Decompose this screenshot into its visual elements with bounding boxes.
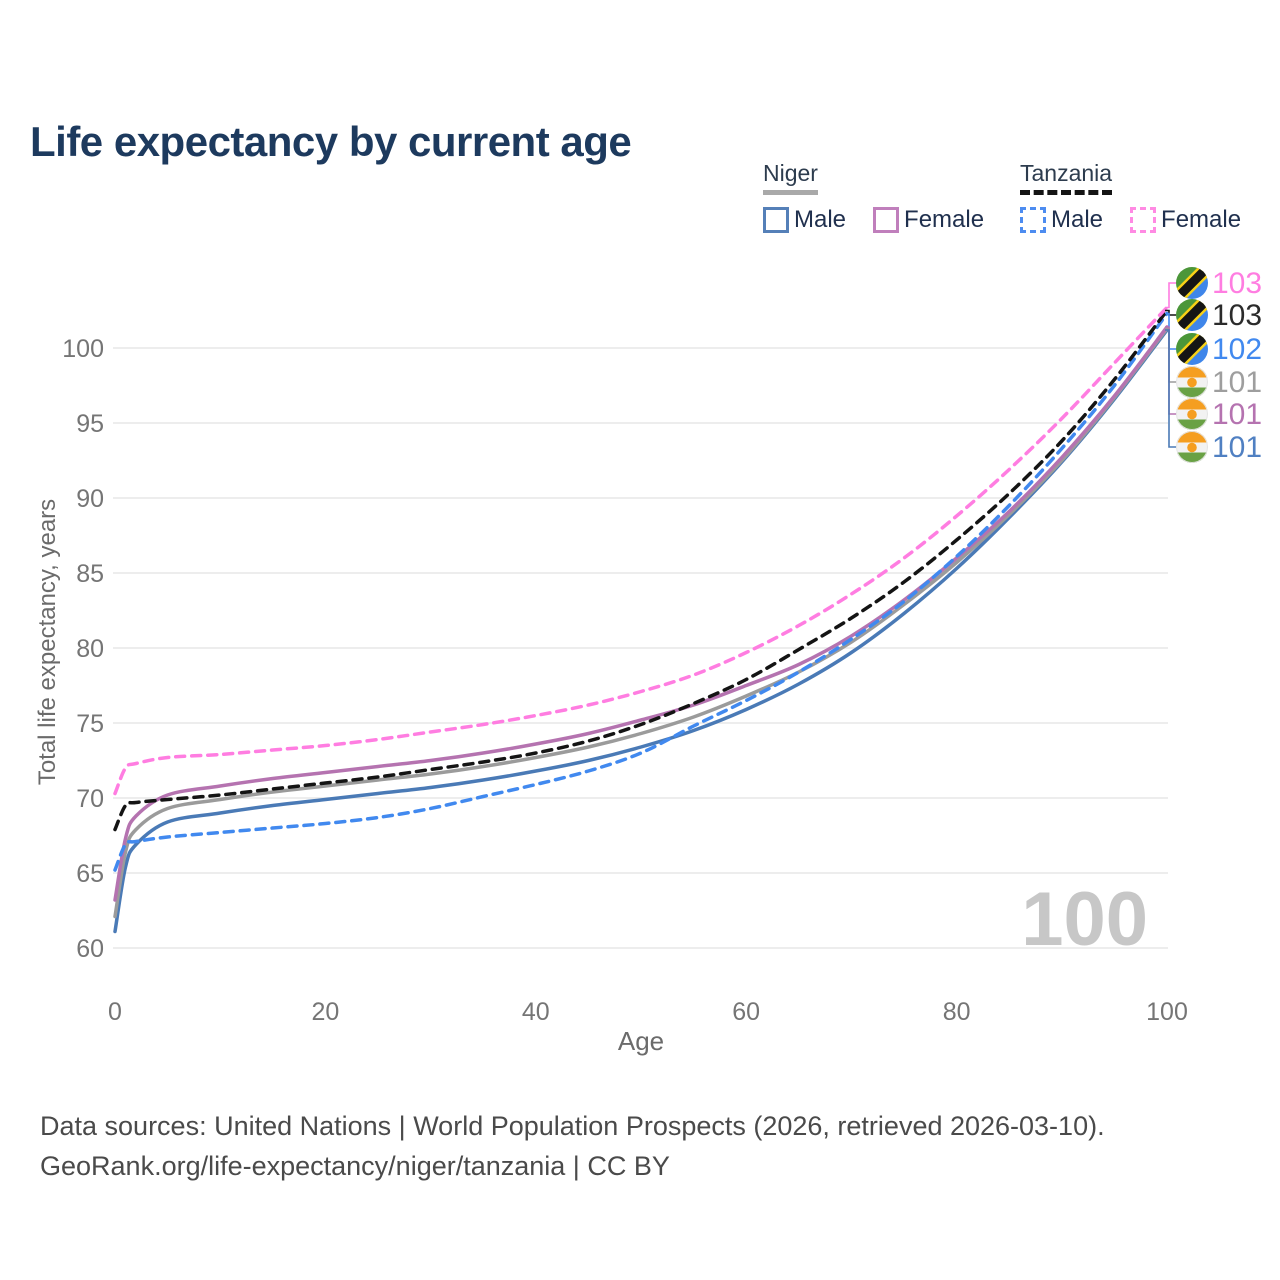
legend-label-niger-female: Female (904, 206, 985, 233)
y-axis-title: Total life expectancy, years (34, 498, 61, 786)
tanzania-flag-icon (1176, 333, 1208, 365)
niger-male-swatch-icon (763, 207, 789, 233)
y-tick-label: 85 (76, 560, 104, 588)
niger-flag-icon (1176, 398, 1208, 430)
end-value-label: 102 (1212, 333, 1262, 366)
niger-flag-icon (1176, 431, 1208, 463)
end-label-connector (1165, 326, 1176, 415)
y-tick-label: 80 (76, 635, 104, 663)
series-line-niger-male (113, 328, 1169, 934)
x-tick-label: 100 (1146, 998, 1188, 1026)
y-tick-label: 60 (76, 935, 104, 963)
tanzania-female-swatch-icon (1130, 207, 1157, 233)
end-label-connector (1165, 282, 1176, 309)
legend-item-niger-female[interactable]: Female (873, 206, 984, 234)
legend-item-tanzania-male[interactable]: Male (1020, 206, 1103, 234)
age-watermark: 100 (1021, 877, 1148, 962)
x-tick-label: 0 (108, 998, 122, 1026)
source-line-1: Data sources: United Nations | World Pop… (40, 1111, 1105, 1141)
series-line-niger-female (113, 325, 1169, 902)
y-tick-label: 70 (76, 785, 104, 813)
series-line-tanzania-female (113, 305, 1169, 796)
x-tick-label: 20 (311, 998, 339, 1026)
x-tick-label: 60 (732, 998, 760, 1026)
end-value-label: 103 (1212, 267, 1262, 300)
legend-label-tanzania-male: Male (1051, 206, 1104, 233)
y-tick-label: 65 (76, 860, 104, 888)
legend-item-tanzania-female[interactable]: Female (1130, 206, 1241, 234)
legend-group-niger: Niger Male Female (763, 160, 984, 234)
end-value-label: 103 (1212, 299, 1262, 332)
legend-country-tanzania: Tanzania (1020, 160, 1113, 195)
legend-group-tanzania: Tanzania Male Female (1020, 160, 1241, 234)
x-axis-title: Age (617, 1026, 665, 1056)
end-value-label: 101 (1212, 431, 1262, 464)
series-line-tanzania-male (113, 311, 1169, 872)
x-tick-label: 80 (943, 998, 971, 1026)
y-tick-label: 95 (76, 410, 104, 438)
niger-flag-icon (1176, 366, 1208, 398)
series-line-tanzania (113, 308, 1169, 832)
legend-country-niger: Niger (763, 160, 818, 195)
y-tick-label: 100 (62, 335, 104, 363)
y-tick-label: 90 (76, 485, 104, 513)
end-value-label: 101 (1212, 366, 1262, 399)
legend-item-niger-male[interactable]: Male (763, 206, 846, 234)
niger-female-swatch-icon (873, 207, 900, 233)
y-tick-label: 75 (76, 710, 104, 738)
series-line-niger (113, 326, 1169, 919)
end-label-connector (1165, 327, 1176, 383)
x-tick-label: 40 (522, 998, 550, 1026)
page-title: Life expectancy by current age (30, 118, 632, 166)
tanzania-male-swatch-icon (1020, 207, 1046, 233)
tanzania-flag-icon (1176, 299, 1208, 331)
source-note: Data sources: United Nations | World Pop… (40, 1106, 1105, 1186)
source-line-2: GeoRank.org/life-expectancy/niger/tanzan… (40, 1151, 670, 1181)
tanzania-flag-icon (1176, 267, 1208, 299)
legend-label-tanzania-female: Female (1161, 206, 1242, 233)
legend-label-niger-male: Male (794, 206, 847, 233)
end-value-label: 101 (1212, 398, 1262, 431)
end-label-connector (1165, 329, 1176, 448)
